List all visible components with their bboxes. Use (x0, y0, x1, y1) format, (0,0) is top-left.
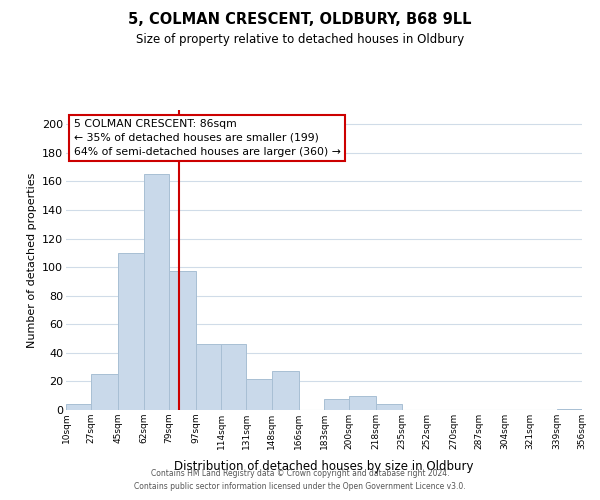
X-axis label: Distribution of detached houses by size in Oldbury: Distribution of detached houses by size … (174, 460, 474, 473)
Bar (91, 374, 118, 410)
Text: Size of property relative to detached houses in Oldbury: Size of property relative to detached ho… (136, 32, 464, 46)
Y-axis label: Number of detached properties: Number of detached properties (26, 172, 37, 348)
Bar (557, 408, 582, 410)
Bar (196, 344, 221, 410)
Text: 5, COLMAN CRESCENT, OLDBURY, B68 9LL: 5, COLMAN CRESCENT, OLDBURY, B68 9LL (128, 12, 472, 28)
Bar (221, 344, 247, 410)
Bar (247, 378, 272, 410)
Bar (169, 272, 196, 410)
Text: 5 COLMAN CRESCENT: 86sqm
← 35% of detached houses are smaller (199)
64% of semi-: 5 COLMAN CRESCENT: 86sqm ← 35% of detach… (74, 119, 341, 157)
Bar (66, 404, 91, 410)
Bar (143, 174, 169, 410)
Bar (324, 398, 349, 410)
Bar (272, 372, 299, 410)
Bar (376, 404, 401, 410)
Bar (349, 396, 376, 410)
Text: Contains HM Land Registry data © Crown copyright and database right 2024.: Contains HM Land Registry data © Crown c… (151, 468, 449, 477)
Text: Contains public sector information licensed under the Open Government Licence v3: Contains public sector information licen… (134, 482, 466, 491)
Bar (118, 253, 143, 410)
